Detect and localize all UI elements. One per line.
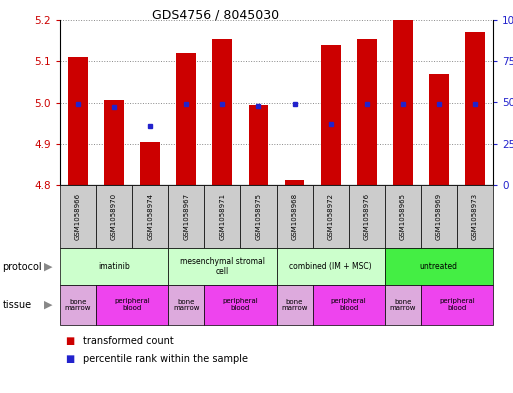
Bar (168, 185, 204, 248)
Bar (277, 248, 385, 285)
Bar (385, 185, 421, 248)
Text: GSM1058965: GSM1058965 (400, 193, 406, 240)
Text: GSM1058973: GSM1058973 (472, 193, 478, 240)
Text: GDS4756 / 8045030: GDS4756 / 8045030 (152, 8, 279, 21)
Bar (421, 185, 457, 248)
Bar (312, 185, 349, 248)
Bar (285, 180, 304, 185)
Bar (176, 53, 196, 185)
Bar (349, 185, 385, 248)
Bar (385, 285, 421, 325)
Bar (385, 248, 493, 285)
Text: percentile rank within the sample: percentile rank within the sample (83, 354, 248, 364)
Bar (212, 39, 232, 185)
Bar (277, 185, 312, 248)
Bar (60, 248, 168, 285)
Bar (168, 248, 277, 285)
Bar (60, 285, 96, 325)
Text: bone
marrow: bone marrow (173, 299, 200, 312)
Text: GSM1058975: GSM1058975 (255, 193, 262, 240)
Text: GSM1058971: GSM1058971 (220, 193, 225, 240)
Text: GSM1058970: GSM1058970 (111, 193, 117, 240)
Text: GSM1058974: GSM1058974 (147, 193, 153, 240)
Bar (312, 285, 385, 325)
Text: untreated: untreated (420, 262, 458, 271)
Text: GSM1058967: GSM1058967 (183, 193, 189, 240)
Text: GSM1058969: GSM1058969 (436, 193, 442, 240)
Bar (357, 39, 377, 185)
Text: ■: ■ (65, 336, 74, 346)
Text: peripheral
blood: peripheral blood (114, 299, 150, 312)
Bar (393, 20, 413, 185)
Bar (60, 185, 96, 248)
Text: bone
marrow: bone marrow (281, 299, 308, 312)
Text: ▶: ▶ (44, 261, 52, 272)
Text: bone
marrow: bone marrow (389, 299, 416, 312)
Text: GSM1058972: GSM1058972 (328, 193, 333, 240)
Bar (168, 285, 204, 325)
Bar (68, 57, 88, 185)
Text: protocol: protocol (3, 261, 42, 272)
Bar (96, 185, 132, 248)
Bar (104, 101, 124, 185)
Text: peripheral
blood: peripheral blood (439, 299, 475, 312)
Bar (457, 185, 493, 248)
Text: GSM1058976: GSM1058976 (364, 193, 370, 240)
Bar (241, 185, 277, 248)
Bar (465, 32, 485, 185)
Text: GSM1058966: GSM1058966 (75, 193, 81, 240)
Bar (429, 73, 449, 185)
Bar (321, 45, 341, 185)
Text: imatinib: imatinib (98, 262, 130, 271)
Bar (421, 285, 493, 325)
Bar (140, 142, 160, 185)
Bar (204, 185, 241, 248)
Text: peripheral
blood: peripheral blood (331, 299, 367, 312)
Text: bone
marrow: bone marrow (65, 299, 91, 312)
Bar (277, 285, 312, 325)
Text: combined (IM + MSC): combined (IM + MSC) (289, 262, 372, 271)
Text: mesenchymal stromal
cell: mesenchymal stromal cell (180, 257, 265, 276)
Bar (132, 185, 168, 248)
Text: GSM1058968: GSM1058968 (291, 193, 298, 240)
Text: ▶: ▶ (44, 300, 52, 310)
Bar (204, 285, 277, 325)
Text: peripheral
blood: peripheral blood (223, 299, 258, 312)
Bar (96, 285, 168, 325)
Bar (248, 105, 268, 185)
Text: tissue: tissue (3, 300, 32, 310)
Text: transformed count: transformed count (83, 336, 174, 346)
Text: ■: ■ (65, 354, 74, 364)
